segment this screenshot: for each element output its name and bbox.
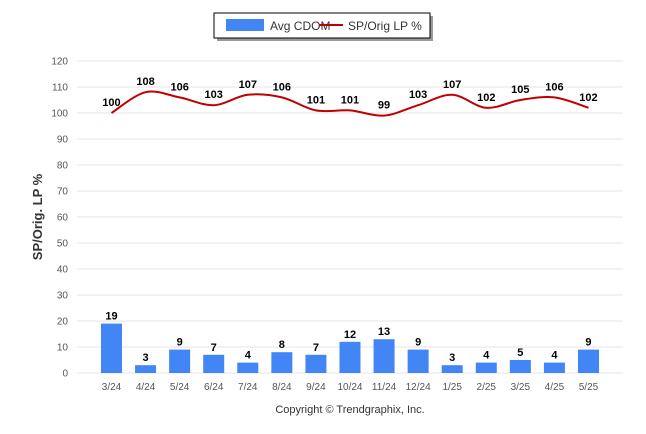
line-value-label: 101 bbox=[341, 94, 359, 106]
line-value-label: 106 bbox=[273, 81, 291, 93]
legend-item-line: SP/Orig LP % bbox=[348, 19, 422, 33]
bar-value-label: 9 bbox=[585, 337, 591, 349]
y-tick-label: 60 bbox=[57, 213, 69, 224]
line-series bbox=[110, 90, 589, 117]
x-tick-label: 8/24 bbox=[272, 382, 292, 393]
bar-value-label: 9 bbox=[415, 337, 421, 349]
y-tick-label: 50 bbox=[57, 239, 69, 250]
bar bbox=[509, 360, 531, 373]
y-tick-label: 30 bbox=[57, 291, 69, 302]
line-value-label: 103 bbox=[205, 89, 223, 101]
legend-item-bar: Avg CDOM bbox=[270, 19, 330, 33]
bar bbox=[237, 362, 259, 373]
bar bbox=[169, 349, 191, 373]
bar bbox=[101, 323, 122, 373]
bar bbox=[475, 362, 497, 373]
x-tick-label: 3/24 bbox=[102, 382, 122, 393]
bar-value-label: 3 bbox=[143, 352, 149, 364]
line-value-label: 108 bbox=[136, 76, 154, 88]
line-value-label: 101 bbox=[307, 94, 325, 106]
gridlines bbox=[77, 60, 623, 374]
y-tick-label: 0 bbox=[62, 369, 68, 380]
x-tick-label: 7/24 bbox=[238, 382, 258, 393]
x-tick-label: 12/24 bbox=[406, 382, 431, 393]
legend: Avg CDOM SP/Orig LP % bbox=[213, 12, 433, 41]
bar-value-label: 4 bbox=[245, 350, 252, 362]
x-tick-label: 4/24 bbox=[136, 382, 156, 393]
line-series-path bbox=[110, 90, 589, 117]
line-value-label: 103 bbox=[409, 89, 427, 101]
line-value-label: 102 bbox=[579, 92, 597, 104]
line-value-label: 106 bbox=[545, 81, 563, 93]
bar-value-label: 5 bbox=[517, 347, 523, 359]
bar bbox=[407, 349, 429, 373]
copyright-footer: Copyright © Trendgraphix, Inc. bbox=[275, 404, 424, 416]
bar bbox=[577, 349, 599, 373]
y-axis-label: SP/Orig. LP % bbox=[30, 173, 45, 260]
y-tick-label: 80 bbox=[57, 161, 69, 172]
bar-value-label: 7 bbox=[211, 342, 217, 354]
bar bbox=[271, 352, 293, 373]
y-tick-label: 40 bbox=[57, 265, 69, 276]
line-value-label: 107 bbox=[239, 79, 257, 91]
data-labels: 19 3 9 7 4 8 7 12 13 9 3 4 5 4 9 100 108 106 103 107 106 101 1… bbox=[102, 76, 597, 364]
x-tick-label: 6/24 bbox=[204, 382, 224, 393]
x-tick-label: 2/25 bbox=[477, 382, 497, 393]
bar bbox=[441, 365, 463, 373]
legend-bar-swatch bbox=[226, 19, 264, 31]
bar-value-label: 3 bbox=[449, 352, 455, 364]
bar bbox=[373, 339, 395, 373]
bar-value-label: 4 bbox=[483, 350, 490, 362]
bar-value-label: 7 bbox=[313, 342, 319, 354]
y-tick-label: 110 bbox=[52, 83, 68, 94]
line-value-label: 105 bbox=[511, 84, 529, 96]
line-value-label: 106 bbox=[170, 81, 188, 93]
x-tick-label: 1/25 bbox=[442, 382, 462, 393]
y-axis-ticks: 0 10 20 30 40 50 60 70 80 90 100 110 120 bbox=[51, 57, 68, 380]
x-tick-label: 5/25 bbox=[579, 382, 599, 393]
x-tick-label: 4/25 bbox=[545, 382, 565, 393]
bar-value-label: 4 bbox=[551, 350, 558, 362]
line-value-label: 100 bbox=[102, 97, 120, 109]
bar bbox=[135, 365, 157, 373]
bar-value-label: 13 bbox=[378, 326, 390, 338]
x-tick-label: 10/24 bbox=[337, 382, 362, 393]
bar-value-label: 19 bbox=[105, 311, 117, 323]
x-tick-label: 5/24 bbox=[170, 382, 190, 393]
y-tick-label: 20 bbox=[57, 317, 69, 328]
y-tick-label: 70 bbox=[57, 187, 69, 198]
line-value-label: 107 bbox=[443, 79, 461, 91]
bar-value-label: 12 bbox=[344, 329, 356, 341]
bar-value-label: 9 bbox=[177, 337, 183, 349]
bar-series bbox=[101, 323, 599, 373]
y-tick-label: 100 bbox=[51, 109, 68, 120]
line-value-label: 99 bbox=[378, 100, 390, 112]
x-tick-label: 3/25 bbox=[511, 382, 531, 393]
bar bbox=[305, 354, 327, 373]
x-tick-label: 11/24 bbox=[372, 382, 397, 393]
y-tick-label: 120 bbox=[51, 57, 68, 68]
bar bbox=[543, 362, 565, 373]
y-tick-label: 10 bbox=[57, 343, 69, 354]
y-tick-label: 90 bbox=[57, 135, 69, 146]
bar-value-label: 8 bbox=[279, 339, 285, 351]
bar bbox=[203, 354, 225, 373]
bar bbox=[339, 341, 361, 373]
x-tick-label: 9/24 bbox=[306, 382, 326, 393]
x-axis-ticks: 3/24 4/24 5/24 6/24 7/24 8/24 9/24 10/24 11/24 12… bbox=[102, 382, 599, 393]
line-value-label: 102 bbox=[477, 92, 495, 104]
